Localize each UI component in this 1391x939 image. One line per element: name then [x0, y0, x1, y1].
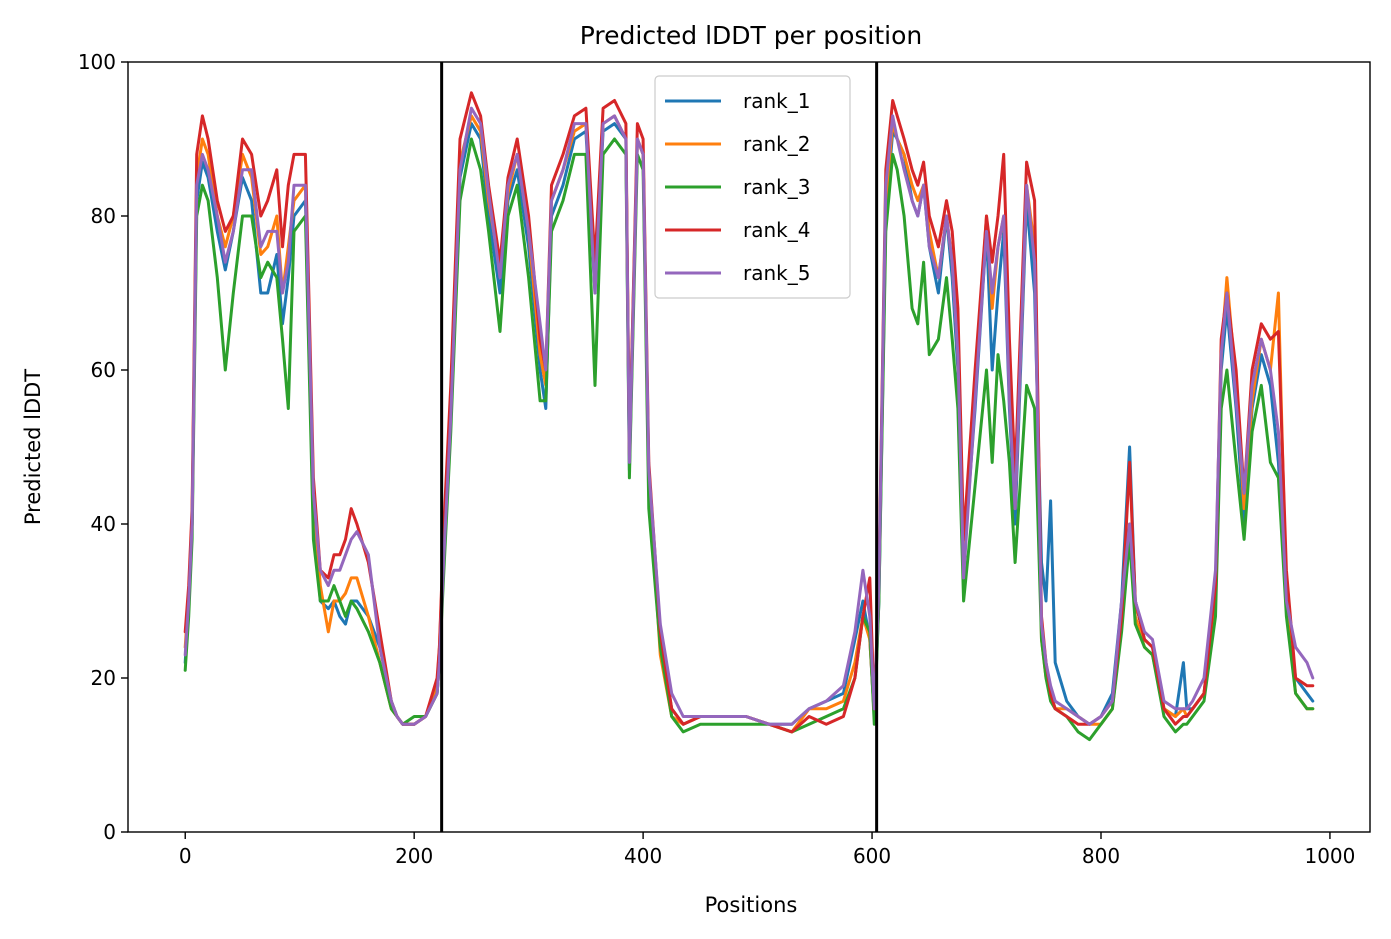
legend: rank_1 rank_2 rank_3 rank_4 rank_5 [654, 75, 851, 299]
vlines-layer [440, 62, 879, 832]
legend-label-rank-3: rank_3 [743, 175, 810, 199]
y-tick-label: 0 [103, 820, 116, 844]
x-tick-label: 1000 [1304, 844, 1355, 868]
y-tick-label: 80 [91, 204, 116, 228]
y-tick-label: 100 [78, 50, 116, 74]
y-tick-label: 40 [91, 512, 116, 536]
y-axis: 0 20 40 60 80 100 [78, 50, 128, 844]
x-axis-label: Positions [705, 893, 798, 917]
y-tick-label: 20 [91, 666, 116, 690]
x-tick-label: 400 [624, 844, 662, 868]
x-tick-label: 200 [395, 844, 433, 868]
legend-label-rank-1: rank_1 [743, 89, 810, 113]
x-tick-label: 0 [179, 844, 192, 868]
legend-label-rank-2: rank_2 [743, 132, 810, 156]
x-tick-label: 800 [1082, 844, 1120, 868]
legend-box [654, 75, 851, 299]
legend-label-rank-4: rank_4 [743, 218, 810, 242]
lines-layer [183, 91, 1315, 742]
plot-frame [127, 61, 1371, 833]
y-tick-label: 60 [91, 358, 116, 382]
x-axis: 0 200 400 600 800 1000 [179, 832, 1355, 868]
chart-title: Predicted lDDT per position [580, 21, 922, 50]
x-tick-label: 600 [853, 844, 891, 868]
series-line-rank-5 [183, 106, 1315, 726]
legend-label-rank-5: rank_5 [743, 261, 810, 285]
y-axis-label: Predicted lDDT [21, 369, 45, 525]
